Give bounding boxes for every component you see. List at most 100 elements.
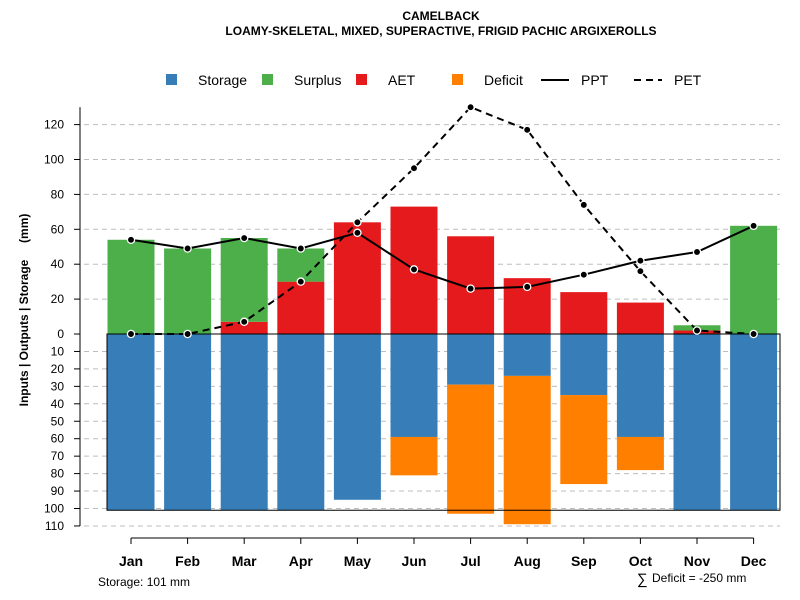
x-tick-label-mar: Mar — [232, 553, 257, 569]
point-ppt-nov — [692, 247, 702, 257]
y-tick-label-upper-100: 100 — [44, 153, 64, 167]
point-ppt-apr — [296, 244, 306, 253]
storage-note: Storage: 101 mm — [98, 575, 190, 589]
y-tick-label-lower-90: 90 — [51, 484, 65, 498]
point-ppt-jun — [409, 265, 419, 274]
x-tick-label-jul: Jul — [460, 553, 480, 569]
point-pet-aug — [522, 125, 532, 135]
point-pet-jan — [126, 329, 136, 339]
y-tick-label-upper-40: 40 — [51, 257, 65, 271]
series-lines — [126, 102, 758, 339]
point-pet-oct — [636, 266, 645, 276]
bar-storage-nov — [673, 334, 721, 511]
line-ppt — [130, 224, 755, 290]
x-tick-label-may: May — [344, 553, 371, 569]
bar-storage-mar — [220, 334, 268, 511]
y-tick-label-lower-110: 110 — [45, 519, 64, 533]
y-axis-label: Inputs | Outputs | Storage (mm) — [17, 214, 31, 407]
deficit-sum-symbol: ∑ — [637, 571, 648, 588]
point-pet-dec — [749, 329, 758, 339]
bar-storage-oct — [616, 334, 664, 437]
bar-storage-jan — [107, 334, 155, 511]
point-pet-nov — [692, 326, 702, 335]
point-pet-feb — [183, 329, 192, 339]
y-tick-label-lower-20: 20 — [51, 362, 65, 376]
y-tick-label-upper-60: 60 — [51, 222, 65, 236]
bar-deficit-aug — [503, 375, 551, 525]
x-tick-label-jun: Jun — [402, 553, 427, 569]
bar-surplus-dec — [730, 225, 778, 334]
chart-subtitle: LOAMY-SKELETAL, MIXED, SUPERACTIVE, FRIG… — [225, 24, 656, 38]
point-pet-sep — [579, 200, 589, 210]
y-tick-label-lower-10: 10 — [51, 344, 65, 358]
point-pet-jul — [466, 102, 475, 112]
y-tick-label-lower-30: 30 — [51, 379, 65, 393]
y-tick-label-lower-70: 70 — [51, 449, 65, 463]
y-tick-label-upper-20: 20 — [51, 292, 65, 306]
point-ppt-aug — [522, 282, 532, 292]
y-tick-label-upper-80: 80 — [51, 187, 65, 201]
bars — [106, 206, 781, 525]
line-pet — [131, 105, 754, 335]
point-ppt-jul — [466, 284, 475, 293]
y-tick-label-lower-40: 40 — [51, 397, 65, 411]
bar-storage-aug — [503, 334, 551, 376]
point-ppt-feb — [183, 244, 192, 253]
y-tick-label-lower-60: 60 — [51, 432, 65, 446]
bar-storage-dec — [730, 334, 778, 511]
bar-storage-apr — [277, 334, 325, 511]
y-tick-label-lower-50: 50 — [51, 414, 65, 428]
point-pet-may — [353, 218, 362, 227]
x-tick-label-sep: Sep — [571, 553, 597, 569]
point-ppt-may — [353, 228, 362, 238]
legend-label-aet: AET — [388, 72, 416, 88]
point-ppt-oct — [636, 256, 645, 265]
point-pet-apr — [296, 277, 306, 286]
x-tick-label-oct: Oct — [629, 553, 653, 569]
storage-capacity-box — [106, 333, 781, 511]
bar-aet-apr — [277, 281, 325, 334]
x-tick-label-feb: Feb — [175, 553, 200, 569]
bar-storage-sep — [560, 334, 608, 396]
legend-label-storage: Storage — [198, 72, 247, 88]
legend-label-surplus: Surplus — [294, 72, 341, 88]
legend-label-deficit: Deficit — [484, 72, 523, 88]
bar-surplus-feb — [164, 248, 212, 334]
bar-storage-feb — [164, 334, 212, 511]
bar-deficit-jul — [447, 384, 495, 514]
bar-deficit-oct — [616, 436, 664, 471]
y-tick-label-upper-0: 0 — [57, 327, 64, 341]
y-tick-label-lower-80: 80 — [51, 467, 65, 481]
bar-surplus-jan — [107, 239, 155, 334]
gridlines — [84, 124, 780, 527]
bar-aet-sep — [560, 292, 608, 334]
bar-deficit-sep — [560, 395, 608, 485]
point-pet-mar — [239, 317, 249, 327]
legend-swatch-surplus — [262, 74, 273, 85]
legend-swatch-aet — [356, 74, 367, 85]
bar-aet-may — [333, 222, 381, 334]
deficit-note: Deficit = -250 mm — [652, 571, 746, 585]
legend-swatch-storage — [166, 74, 177, 85]
x-tick-label-apr: Apr — [289, 553, 314, 569]
point-ppt-jan — [126, 235, 136, 245]
x-tick-label-dec: Dec — [741, 553, 767, 569]
axes: 0 20 40 60 80 100 120 10 20 30 40 50 60 70 80 90 100 110 J… — [44, 107, 767, 569]
bar-storage-jun — [390, 334, 438, 437]
x-tick-label-aug: Aug — [514, 553, 541, 569]
y-tick-label-lower-100: 100 — [44, 502, 64, 516]
legend-label-ppt: PPT — [581, 72, 609, 88]
bar-storage-may — [333, 334, 381, 500]
bar-aet-oct — [616, 302, 664, 334]
point-ppt-sep — [579, 270, 589, 279]
legend: Storage Surplus AET Deficit PPT PET — [166, 72, 702, 88]
bar-surplus-mar — [220, 238, 268, 322]
legend-swatch-deficit — [452, 74, 463, 85]
y-tick-label-upper-120: 120 — [44, 118, 64, 132]
bar-storage-jul — [447, 334, 495, 385]
point-pet-jun — [409, 163, 419, 173]
legend-label-pet: PET — [674, 72, 702, 88]
point-ppt-mar — [239, 233, 249, 243]
x-tick-label-nov: Nov — [684, 553, 711, 569]
